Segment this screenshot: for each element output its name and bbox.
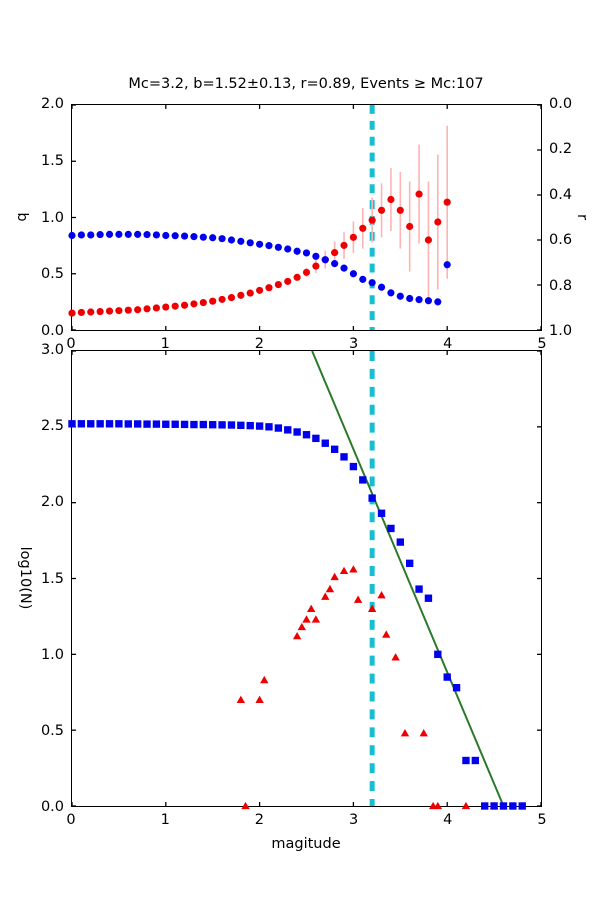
bottom-xtick-label: 4 — [443, 812, 453, 828]
bottom-ytick-label: 1.0 — [40, 646, 64, 663]
bottom-ytick-label: 0.0 — [40, 798, 64, 815]
top-ytick-label-right: 0.6 — [549, 231, 573, 248]
top-xtick-label: 4 — [443, 336, 453, 352]
top-ytick-label-left: 2.0 — [40, 95, 64, 112]
top-ytick-label-right: 1.0 — [549, 322, 573, 339]
bottom-ytick-label: 2.5 — [40, 417, 64, 434]
cumulative-distribution-points — [68, 420, 526, 810]
top-xtick-label: 0 — [66, 336, 76, 352]
top-ytick-label-right: 0.2 — [549, 141, 573, 158]
top-panel-ylabel-left: b — [14, 212, 30, 222]
top-panel-axes — [68, 104, 542, 331]
bottom-ytick-label: 2.0 — [40, 494, 64, 511]
r-value-points — [68, 190, 451, 317]
bottom-xtick-label: 5 — [537, 812, 547, 828]
top-ytick-label-left: 1.5 — [40, 152, 64, 169]
incremental-distribution-points — [236, 565, 499, 810]
bottom-ytick-label: 1.5 — [40, 570, 64, 587]
r-errorbars — [305, 125, 448, 299]
top-xtick-label: 2 — [254, 336, 265, 352]
bottom-xtick-label: 0 — [66, 812, 76, 828]
top-panel-ylabel-right: r — [574, 214, 590, 220]
top-xtick-label: 1 — [160, 336, 170, 352]
top-xtick-label: 5 — [537, 336, 547, 352]
top-ytick-label-left: 1.0 — [40, 209, 64, 226]
bottom-xtick-label: 3 — [348, 812, 359, 828]
bottom-panel-plot-area — [68, 350, 542, 810]
bottom-ytick-label: 0.5 — [40, 722, 64, 739]
bottom-panel-axes — [68, 350, 542, 810]
b-value-points — [68, 230, 451, 306]
bottom-xtick-label: 1 — [160, 812, 170, 828]
bottom-xtick-label: 2 — [254, 812, 265, 828]
bottom-panel-ylabel: log10(N) — [17, 546, 33, 610]
top-panel-plot-area — [68, 104, 542, 331]
bottom-panel-xlabel: magitude — [271, 836, 341, 852]
top-ytick-label-left: 0.0 — [40, 322, 64, 339]
gutenberg-richter-fit-line — [311, 350, 505, 807]
top-ytick-label-right: 0.0 — [549, 95, 573, 112]
figure-title: Mc=3.2, b=1.52±0.13, r=0.89, Events ≥ Mc… — [128, 76, 484, 92]
top-ytick-label-right: 0.8 — [549, 277, 573, 294]
bottom-ytick-label: 3.0 — [40, 341, 64, 358]
top-ytick-label-left: 0.5 — [40, 266, 64, 282]
top-ytick-label-right: 0.4 — [549, 186, 573, 203]
top-xtick-label: 3 — [348, 336, 359, 352]
